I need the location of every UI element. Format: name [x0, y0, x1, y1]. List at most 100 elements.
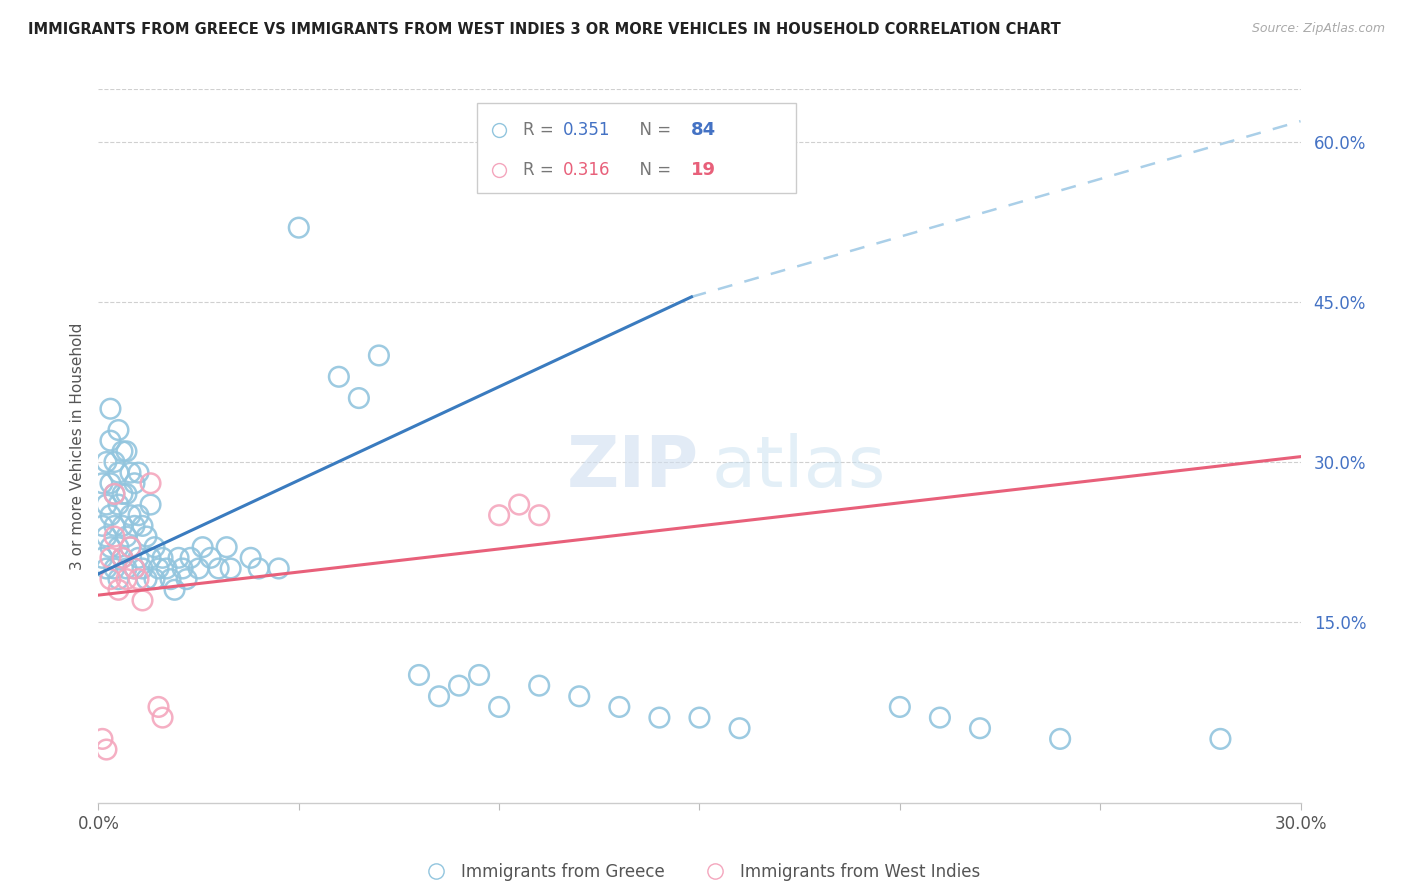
Point: [91, 519, 114, 533]
Point: [100, 540, 122, 554]
Point: [247, 561, 270, 575]
Point: [889, 700, 911, 714]
Text: 0.316: 0.316: [562, 161, 610, 179]
Point: [120, 508, 142, 523]
Point: [488, 508, 510, 523]
Point: [167, 550, 190, 565]
Point: [488, 700, 510, 714]
Point: [96, 498, 118, 512]
Point: [347, 391, 370, 405]
Point: [447, 679, 470, 693]
Point: [120, 466, 142, 480]
Point: [100, 508, 122, 523]
Point: [1049, 731, 1071, 746]
Point: [215, 540, 238, 554]
Point: [529, 679, 551, 693]
FancyBboxPatch shape: [477, 103, 796, 193]
Point: [1209, 731, 1232, 746]
Point: [648, 710, 671, 724]
Point: [155, 561, 177, 575]
Point: [96, 455, 118, 469]
Text: Source: ZipAtlas.com: Source: ZipAtlas.com: [1251, 22, 1385, 36]
Point: [115, 529, 138, 543]
Point: [128, 550, 150, 565]
Point: [568, 690, 591, 704]
Point: [176, 572, 198, 586]
Point: [508, 498, 530, 512]
Point: [107, 466, 129, 480]
Point: [111, 487, 134, 501]
Point: [115, 561, 138, 575]
Point: [128, 466, 150, 480]
Point: [103, 487, 125, 501]
Point: [689, 710, 711, 724]
Point: [135, 529, 157, 543]
Point: [135, 572, 157, 586]
Point: [368, 349, 391, 363]
Point: [103, 455, 125, 469]
Point: [529, 508, 551, 523]
Point: [172, 561, 194, 575]
Point: [91, 731, 114, 746]
Point: [103, 519, 125, 533]
Point: [103, 487, 125, 501]
Point: [111, 550, 134, 565]
Point: [115, 444, 138, 458]
Point: [148, 561, 170, 575]
Point: [120, 540, 142, 554]
Legend: Immigrants from Greece, Immigrants from West Indies: Immigrants from Greece, Immigrants from …: [412, 856, 987, 888]
Point: [111, 519, 134, 533]
Point: [139, 476, 162, 491]
Point: [191, 540, 214, 554]
Text: IMMIGRANTS FROM GREECE VS IMMIGRANTS FROM WEST INDIES 3 OR MORE VEHICLES IN HOUS: IMMIGRANTS FROM GREECE VS IMMIGRANTS FRO…: [28, 22, 1062, 37]
Point: [111, 444, 134, 458]
Point: [180, 550, 202, 565]
Point: [91, 550, 114, 565]
Point: [115, 572, 138, 586]
Point: [219, 561, 242, 575]
Text: 19: 19: [692, 161, 716, 179]
Point: [131, 519, 153, 533]
Point: [124, 476, 146, 491]
Point: [728, 721, 751, 735]
Point: [187, 561, 209, 575]
Point: [163, 582, 186, 597]
Text: 84: 84: [692, 121, 716, 139]
Point: [239, 550, 262, 565]
Point: [152, 550, 174, 565]
Point: [96, 742, 118, 756]
Point: [100, 572, 122, 586]
Text: R =: R =: [523, 121, 558, 139]
Point: [115, 487, 138, 501]
Point: [328, 369, 350, 384]
Point: [107, 498, 129, 512]
Point: [159, 572, 181, 586]
Text: N =: N =: [628, 121, 676, 139]
Text: 0.351: 0.351: [562, 121, 610, 139]
Point: [408, 668, 430, 682]
Point: [143, 572, 166, 586]
Point: [111, 550, 134, 565]
Point: [143, 540, 166, 554]
Point: [107, 572, 129, 586]
Point: [96, 529, 118, 543]
Point: [148, 700, 170, 714]
Point: [152, 710, 174, 724]
Point: [107, 582, 129, 597]
Point: [200, 550, 222, 565]
Point: [139, 550, 162, 565]
Point: [929, 710, 952, 724]
Point: [100, 401, 122, 416]
Point: [969, 721, 991, 735]
Point: [120, 540, 142, 554]
Text: R =: R =: [523, 161, 558, 179]
Point: [100, 550, 122, 565]
Point: [468, 668, 491, 682]
Point: [124, 519, 146, 533]
Point: [427, 690, 450, 704]
Point: [131, 561, 153, 575]
Text: ZIP: ZIP: [567, 433, 700, 502]
Point: [107, 540, 129, 554]
Point: [139, 498, 162, 512]
Point: [128, 572, 150, 586]
